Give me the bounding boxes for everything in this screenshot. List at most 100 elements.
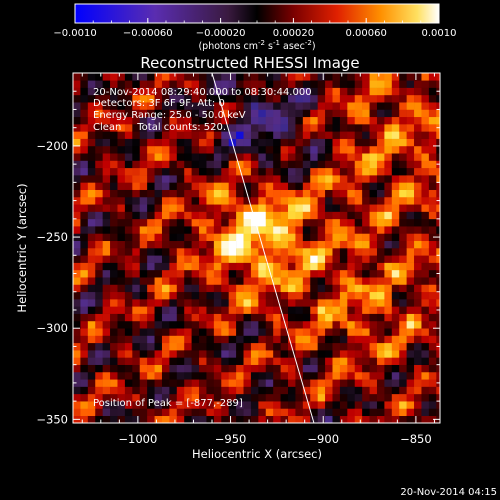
heatmap-cell (206, 313, 215, 322)
heatmap-cell (95, 357, 103, 365)
heatmap-cell (117, 124, 126, 132)
heatmap-cell (295, 189, 304, 198)
heatmap-cell (428, 73, 437, 81)
heatmap-cell (265, 211, 274, 220)
heatmap-cell (288, 306, 296, 314)
heatmap-cell (354, 94, 363, 103)
heatmap-cell (339, 299, 348, 307)
heatmap-cell (265, 87, 274, 96)
heatmap-cell (310, 371, 318, 380)
heatmap-cell (369, 306, 378, 314)
heatmap-cell (228, 357, 237, 365)
heatmap-cell (384, 248, 393, 256)
heatmap-cell (139, 393, 148, 402)
heatmap-cell (87, 313, 96, 322)
heatmap-cell (302, 189, 311, 198)
heatmap-cell (213, 204, 222, 212)
heatmap-cell (302, 102, 311, 110)
heatmap-cell (421, 167, 430, 176)
heatmap-cell (213, 386, 222, 395)
heatmap-cell (169, 269, 178, 278)
heatmap-cell (250, 80, 259, 88)
heatmap-cell (310, 94, 318, 103)
heatmap-cell (87, 262, 96, 271)
heatmap-cell (421, 226, 430, 234)
heatmap-cell (391, 255, 400, 263)
heatmap-cell (176, 371, 185, 380)
heatmap-cell (139, 248, 148, 256)
heatmap-cell (243, 277, 252, 285)
heatmap-cell (161, 153, 170, 161)
heatmap-cell (124, 73, 133, 81)
heatmap-cell (139, 116, 148, 125)
heatmap-cell (87, 109, 96, 118)
heatmap-cell (213, 313, 222, 322)
chart-title: Reconstructed RHESSI Image (140, 54, 359, 72)
heatmap-cell (384, 189, 393, 198)
heatmap-cell (206, 320, 215, 329)
heatmap-cell (273, 80, 281, 88)
heatmap-cell (399, 196, 407, 205)
heatmap-cell (436, 371, 440, 380)
heatmap-cell (302, 240, 311, 249)
heatmap-cell (317, 342, 326, 351)
heatmap-cell (184, 189, 192, 198)
heatmap-cell (376, 116, 385, 125)
heatmap-cell (436, 313, 440, 322)
heatmap-cell (191, 131, 200, 139)
heatmap-cell (414, 255, 422, 263)
heatmap-cell (258, 299, 267, 307)
heatmap-cell (117, 204, 126, 212)
heatmap-cell (317, 262, 326, 271)
heatmap-cell (399, 255, 407, 263)
heatmap-cell (376, 379, 385, 387)
heatmap-cell (147, 211, 155, 220)
heatmap-cell (184, 124, 192, 132)
heatmap-cell (258, 124, 267, 132)
heatmap-cell (250, 328, 259, 336)
heatmap-cell (73, 204, 81, 212)
heatmap-cell (236, 167, 244, 176)
heatmap-cell (250, 299, 259, 307)
heatmap-cell (369, 328, 378, 336)
heatmap-cell (376, 371, 385, 380)
heatmap-cell (391, 269, 400, 278)
heatmap-cell (250, 73, 259, 81)
heatmap-cell (250, 379, 259, 387)
heatmap-cell (213, 408, 222, 417)
heatmap-cell (110, 211, 118, 220)
heatmap-cell (206, 109, 215, 118)
heatmap-cell (221, 73, 229, 81)
colorbar-units: (photons cm-2 s-1 asec-2) (198, 39, 315, 52)
heatmap-cell (110, 131, 118, 139)
heatmap-cell (80, 335, 89, 344)
heatmap-cell (362, 233, 370, 242)
heatmap-cell (325, 248, 333, 256)
heatmap-cell (250, 102, 259, 110)
heatmap-cell (347, 320, 356, 329)
heatmap-cell (384, 277, 393, 285)
heatmap-cell (384, 145, 393, 154)
heatmap-cell (87, 211, 96, 220)
heatmap-cell (428, 393, 437, 402)
heatmap-cell (184, 350, 192, 358)
heatmap-cell (199, 313, 207, 322)
heatmap-cell (332, 153, 341, 161)
heatmap-cell (184, 248, 192, 256)
heatmap-cell (428, 408, 437, 417)
heatmap-cell (124, 167, 133, 176)
heatmap-cell (250, 124, 259, 132)
heatmap-cell (191, 102, 200, 110)
heatmap-cell (95, 284, 103, 293)
heatmap-cell (87, 386, 96, 395)
heatmap-cell (80, 415, 89, 423)
heatmap-cell (228, 335, 237, 344)
heatmap-cell (414, 328, 422, 336)
heatmap-cell (110, 255, 118, 263)
heatmap-cell (124, 145, 133, 154)
heatmap-cell (95, 87, 103, 96)
heatmap-cell (169, 196, 178, 205)
heatmap-cell (376, 102, 385, 110)
heatmap-cell (191, 226, 200, 234)
heatmap-cell (206, 277, 215, 285)
